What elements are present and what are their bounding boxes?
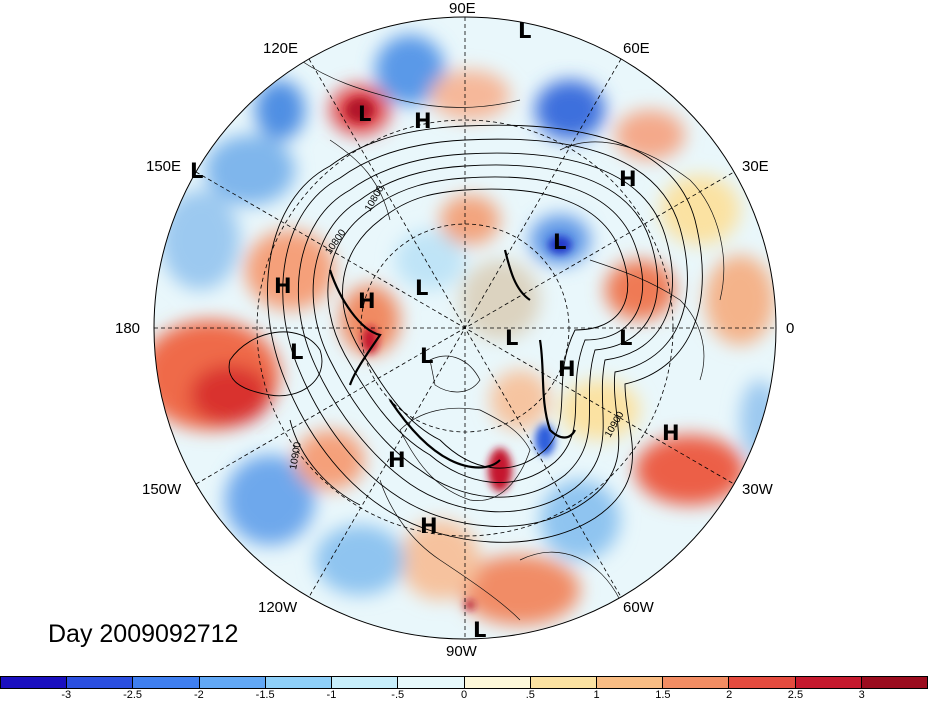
colorbar-bin (265, 677, 333, 688)
colorbar-bin (663, 677, 730, 688)
coastlines (299, 59, 725, 621)
colorbar-bin (464, 677, 531, 688)
colorbar-bin (1, 677, 68, 688)
lon-label-120e: 120E (263, 40, 299, 57)
colorbar-tick-label: 3 (858, 689, 865, 701)
pressure-center: H (662, 421, 680, 445)
pressure-center: L (473, 618, 486, 642)
colorbar-tick-label: -2 (193, 689, 204, 701)
colorbar-bin (596, 677, 664, 688)
colorbar (0, 676, 928, 689)
pressure-center: L (619, 326, 632, 350)
colorbar-tick-label: -1.5 (255, 689, 275, 701)
contour-lines-bold (328, 249, 576, 469)
lon-label-90w: 90W (446, 643, 477, 660)
pressure-center: L (505, 326, 518, 350)
lon-label-60w: 60W (623, 599, 654, 616)
lon-label-150w: 150W (142, 481, 182, 498)
colorbar-bin (332, 677, 399, 688)
colorbar-tick-label: 0 (460, 689, 468, 701)
timestamp-label: Day 2009092712 (48, 620, 239, 648)
colorbar-bin (199, 677, 266, 688)
colorbar-tick-label: -.5 (391, 689, 405, 701)
contour-label: 10900 (288, 441, 304, 471)
pressure-center: L (518, 19, 531, 43)
colorbar-tick-label: 1.5 (655, 689, 671, 701)
colorbar-tick-label: 2 (726, 689, 733, 701)
colorbar-bin (530, 677, 597, 688)
pressure-center: H (619, 167, 637, 191)
pressure-center: H (558, 357, 576, 381)
pressure-center: H (274, 274, 292, 298)
colorbar-bin (398, 677, 465, 688)
colorbar-bin (861, 677, 928, 688)
pressure-centers: L L H H L H L H L L L L H L H H H L (190, 19, 680, 642)
lon-label-90e: 90E (449, 0, 476, 17)
lon-label-60e: 60E (623, 40, 650, 57)
pressure-center: L (415, 276, 428, 300)
anomaly-shading (154, 17, 776, 639)
lon-label-0: 0 (786, 320, 795, 337)
colorbar-tick-label: 2.5 (787, 689, 804, 701)
contour-lines (228, 124, 703, 543)
pressure-center: H (414, 109, 432, 133)
colorbar-bin (795, 677, 862, 688)
lon-label-180: 180 (115, 320, 141, 337)
colorbar-tick-label: -3 (61, 689, 72, 701)
pressure-center: H (358, 289, 376, 313)
graticule (154, 17, 776, 639)
pressure-center: L (420, 344, 433, 368)
colorbar-tick-label: -1 (326, 689, 337, 701)
lon-label-30e: 30E (742, 158, 769, 175)
colorbar-bin (67, 677, 134, 688)
colorbar-bin (133, 677, 200, 688)
pressure-center: H (388, 448, 406, 472)
lon-label-30w: 30W (742, 481, 773, 498)
pressure-center: L (553, 230, 566, 254)
map-boundary (153, 16, 777, 640)
colorbar-tick-label: .5 (525, 689, 535, 701)
colorbar-tick-label: -2.5 (123, 689, 143, 701)
pressure-center: L (358, 102, 371, 126)
colorbar-bin (729, 677, 796, 688)
lon-label-150e: 150E (146, 158, 182, 175)
colorbar-tick-label: 1 (593, 689, 600, 701)
pressure-center: L (290, 340, 303, 364)
pressure-center: H (420, 514, 438, 538)
lon-label-120w: 120W (258, 599, 298, 616)
